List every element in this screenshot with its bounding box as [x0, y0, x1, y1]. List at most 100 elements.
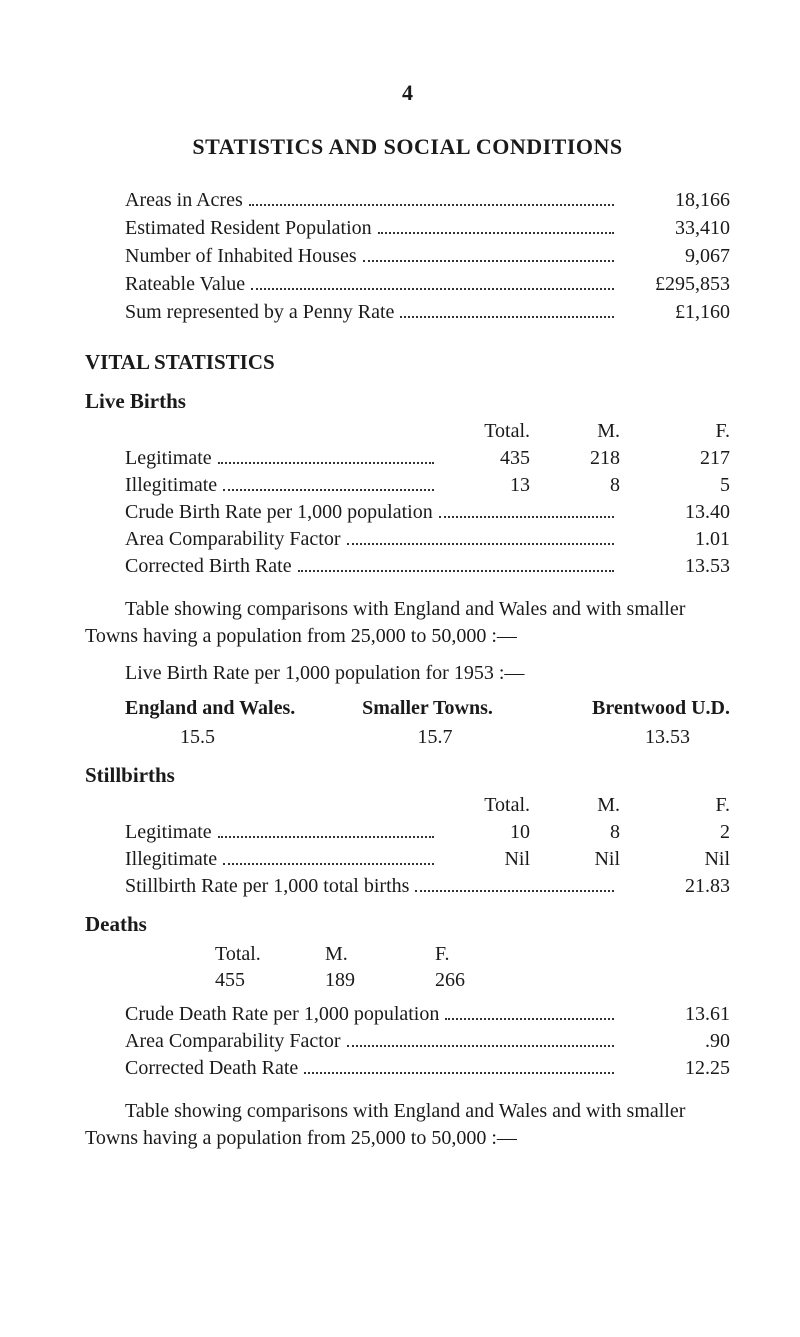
table-header-row: Total. M. F.	[125, 420, 730, 443]
table-row: 455 189 266	[215, 969, 730, 992]
table-row: Illegitimate 13 8 5	[125, 473, 730, 497]
summary-label: Crude Death Rate per 1,000 population	[125, 1003, 439, 1026]
stat-row: Rateable Value £295,853	[85, 272, 730, 296]
comparison-col-c-label: Brentwood U.D.	[516, 697, 730, 720]
summary-row: Crude Birth Rate per 1,000 population 13…	[125, 500, 730, 524]
comparison-col-b-label: Smaller Towns.	[339, 697, 517, 720]
dot-leader	[218, 446, 434, 464]
comparison-col-b-value: 15.7	[360, 726, 510, 749]
summary-row: Corrected Birth Rate 13.53	[125, 554, 730, 578]
stat-value: 33,410	[620, 217, 730, 240]
summary-row: Crude Death Rate per 1,000 population 13…	[125, 1002, 730, 1026]
summary-value: 13.40	[620, 501, 730, 524]
comparison-col-c-value: 13.53	[510, 726, 730, 749]
comparison-paragraph: Table showing comparisons with England a…	[85, 1098, 730, 1152]
summary-row: Corrected Death Rate 12.25	[125, 1056, 730, 1080]
dot-leader	[223, 847, 434, 865]
stat-label: Estimated Resident Population	[125, 217, 372, 240]
dot-leader	[223, 473, 434, 491]
vital-statistics-heading: VITAL STATISTICS	[85, 350, 730, 375]
cell-m: 189	[325, 969, 435, 992]
col-total-header: Total.	[440, 420, 530, 443]
summary-value: .90	[620, 1030, 730, 1053]
table-row: Legitimate 435 218 217	[125, 446, 730, 470]
comparison-paragraph: Table showing comparisons with England a…	[85, 596, 730, 650]
summary-row: Stillbirth Rate per 1,000 total births 2…	[125, 874, 730, 898]
document-page: 4 STATISTICS AND SOCIAL CONDITIONS Areas…	[0, 0, 800, 1222]
dot-leader	[249, 188, 614, 206]
cell-total: 435	[440, 447, 530, 470]
summary-label: Area Comparability Factor	[125, 1030, 341, 1053]
summary-label: Stillbirth Rate per 1,000 total births	[125, 875, 409, 898]
general-stats-block: Areas in Acres 18,166 Estimated Resident…	[85, 188, 730, 324]
col-f-header: F.	[435, 943, 545, 966]
stat-label: Sum represented by a Penny Rate	[125, 301, 394, 324]
dot-leader	[363, 244, 614, 262]
stat-value: 18,166	[620, 189, 730, 212]
cell-f: 2	[620, 821, 730, 844]
col-f-header: F.	[620, 794, 730, 817]
dot-leader	[439, 500, 614, 518]
comparison-header-row: England and Wales. Smaller Towns. Brentw…	[85, 697, 730, 720]
dot-leader	[298, 554, 614, 572]
col-f-header: F.	[620, 420, 730, 443]
row-label: Legitimate	[125, 447, 212, 470]
summary-row: Area Comparability Factor .90	[125, 1029, 730, 1053]
cell-f: Nil	[620, 848, 730, 871]
dot-leader	[378, 216, 614, 234]
stat-value: £1,160	[620, 301, 730, 324]
summary-label: Corrected Death Rate	[125, 1057, 298, 1080]
dot-leader	[347, 1029, 615, 1047]
live-birth-rate-line: Live Birth Rate per 1,000 population for…	[85, 660, 730, 687]
live-births-heading: Live Births	[85, 389, 730, 414]
col-m-header: M.	[325, 943, 435, 966]
cell-total: 10	[440, 821, 530, 844]
summary-label: Corrected Birth Rate	[125, 555, 292, 578]
comparison-col-a-label: England and Wales.	[125, 697, 339, 720]
stat-row: Estimated Resident Population 33,410	[85, 216, 730, 240]
summary-value: 13.53	[620, 555, 730, 578]
dot-leader	[347, 527, 615, 545]
stillbirths-table: Total. M. F. Legitimate 10 8 2 Illegitim…	[85, 794, 730, 898]
cell-m: 8	[530, 821, 620, 844]
summary-value: 21.83	[620, 875, 730, 898]
cell-f: 5	[620, 474, 730, 497]
deaths-summary: Crude Death Rate per 1,000 population 13…	[85, 1002, 730, 1080]
row-label: Illegitimate	[125, 848, 217, 871]
stat-label: Number of Inhabited Houses	[125, 245, 357, 268]
col-total-header: Total.	[215, 943, 325, 966]
col-m-header: M.	[530, 420, 620, 443]
row-label: Illegitimate	[125, 474, 217, 497]
dot-leader	[304, 1056, 614, 1074]
cell-f: 217	[620, 447, 730, 470]
col-total-header: Total.	[440, 794, 530, 817]
cell-m: 218	[530, 447, 620, 470]
live-births-table: Total. M. F. Legitimate 435 218 217 Ille…	[85, 420, 730, 578]
page-number: 4	[85, 80, 730, 106]
table-header-row: Total. M. F.	[215, 943, 730, 966]
dot-leader	[218, 820, 434, 838]
stat-value: £295,853	[620, 273, 730, 296]
deaths-table: Total. M. F. 455 189 266	[85, 943, 730, 992]
dot-leader	[251, 272, 614, 290]
table-row: Legitimate 10 8 2	[125, 820, 730, 844]
cell-m: Nil	[530, 848, 620, 871]
comparison-col-a-value: 15.5	[125, 726, 360, 749]
stat-row: Sum represented by a Penny Rate £1,160	[85, 300, 730, 324]
summary-value: 1.01	[620, 528, 730, 551]
stillbirths-heading: Stillbirths	[85, 763, 730, 788]
cell-total: 13	[440, 474, 530, 497]
summary-row: Area Comparability Factor 1.01	[125, 527, 730, 551]
cell-total: Nil	[440, 848, 530, 871]
summary-label: Crude Birth Rate per 1,000 population	[125, 501, 433, 524]
stat-row: Areas in Acres 18,166	[85, 188, 730, 212]
cell-total: 455	[215, 969, 325, 992]
dot-leader	[415, 874, 614, 892]
col-m-header: M.	[530, 794, 620, 817]
row-label: Legitimate	[125, 821, 212, 844]
stat-row: Number of Inhabited Houses 9,067	[85, 244, 730, 268]
deaths-heading: Deaths	[85, 912, 730, 937]
main-heading: STATISTICS AND SOCIAL CONDITIONS	[85, 134, 730, 160]
cell-f: 266	[435, 969, 545, 992]
dot-leader	[445, 1002, 614, 1020]
